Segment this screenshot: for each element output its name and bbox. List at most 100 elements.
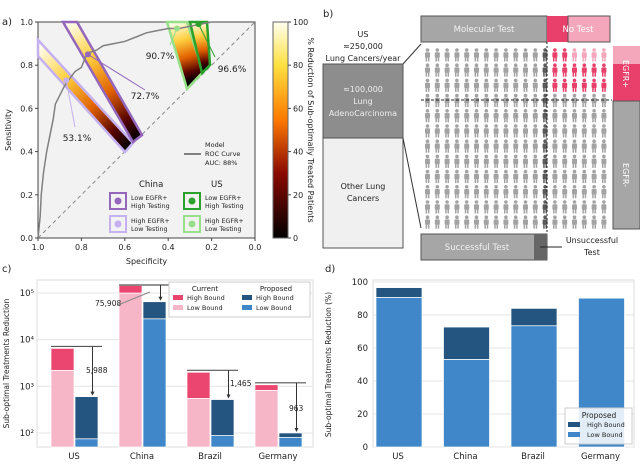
person-leg [574,163,577,168]
person-leg [582,163,584,168]
person-head [504,93,508,98]
person-icon [425,169,430,184]
person-body [562,158,568,165]
person-body [483,128,489,134]
person-head [425,169,430,174]
scenario-point [195,21,202,28]
person-icon [523,109,528,123]
person-icon [591,215,597,229]
person-leg [602,133,604,138]
person-body [493,158,499,165]
person-body [572,67,577,73]
y-axis-label: Sub-optimal Treatments Reduction (%) [324,292,333,437]
person-leg [543,103,545,108]
person-leg [543,224,545,229]
person-body [581,204,587,210]
person-body [601,113,607,119]
person-body [483,158,489,165]
person-leg [602,103,604,108]
person-leg [425,87,428,92]
person-head [533,48,538,52]
person-leg [476,133,479,138]
person-leg [447,87,449,92]
person-body [454,113,460,119]
person-body [532,97,538,104]
person-icon [464,185,470,199]
person-leg [543,87,545,92]
person-leg [504,194,506,199]
person-head [484,78,489,83]
person-head [425,124,430,128]
person-head [494,48,498,52]
person-leg [445,133,447,138]
person-leg [565,103,567,108]
person-head [602,93,606,98]
person-leg [464,224,467,229]
person-leg [516,133,518,138]
person-head [464,139,469,143]
person-body [444,128,450,134]
person-head [562,109,567,113]
person-icon [591,169,597,184]
person-head [435,48,440,52]
person-icon [493,169,499,184]
person-leg [467,163,469,168]
person-head [592,154,596,159]
person-icon [425,109,430,123]
roc-legend-text: Model [205,141,225,149]
person-head [494,215,498,219]
person-head [474,109,479,113]
person-leg [572,87,575,92]
person-body [552,143,558,149]
person-leg [523,148,526,153]
person-icon [464,154,470,168]
person-leg [494,163,496,168]
person-body [532,113,538,119]
person-leg [582,179,584,184]
person-leg [572,163,575,168]
other-cancers-label: Other Lung [341,182,386,191]
person-body [464,219,470,225]
person-body [474,219,479,225]
person-leg [555,179,557,184]
person-icon [503,215,509,229]
person-icon [591,139,597,153]
person-leg [584,148,587,153]
person-head [474,200,479,204]
person-head [435,185,440,189]
colorbar [272,21,289,239]
person-leg [484,179,486,184]
annotation-72-7: 72.7% [131,92,160,102]
person-head [435,215,440,219]
legend-swatch [568,422,580,427]
person-leg [496,148,498,153]
person-leg [582,224,584,229]
legend-label: High Testing [131,203,170,210]
person-icon [542,139,548,153]
person-body [493,219,499,225]
person-head [553,139,557,143]
person-body [581,82,587,89]
person-body [581,67,587,73]
colorbar-tick-label: 60 [293,104,303,113]
person-body [474,204,479,210]
colorbar-tick-label: 20 [293,191,303,200]
bar-high-us [375,287,423,298]
person-leg [602,179,604,184]
person-leg [553,103,555,108]
person-leg [504,57,506,62]
person-body [581,128,587,134]
person-leg [604,179,606,184]
person-leg [565,179,567,184]
person-body [572,189,577,195]
person-icon [523,48,528,62]
person-leg [516,57,518,62]
person-body [562,128,568,134]
person-icon [503,124,509,138]
person-leg [437,87,440,92]
person-leg [464,163,467,168]
person-body [444,143,450,149]
person-leg [425,133,428,138]
person-head [474,63,479,67]
